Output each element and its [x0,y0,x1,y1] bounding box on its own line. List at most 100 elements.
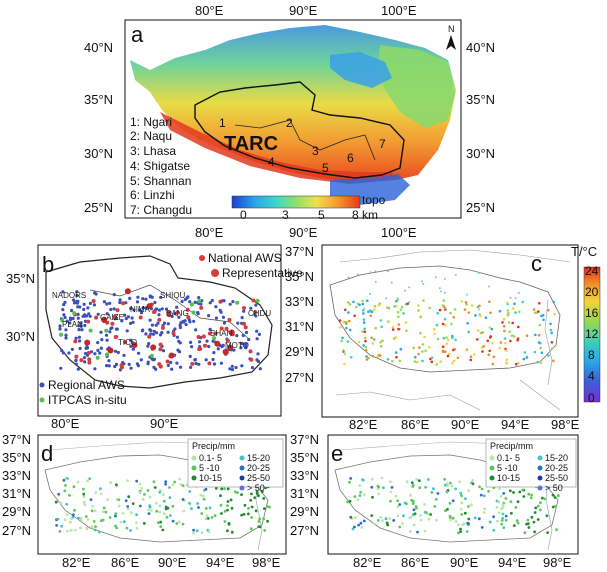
temperature-dot [367,356,371,360]
panel-d-lon-82: 82°E [62,555,91,570]
panel-d-lat-37: 37°N [2,432,31,447]
temperature-dot [395,355,398,359]
precip-dot [514,506,518,509]
precip-dot [119,520,123,524]
precip-dot [240,513,244,517]
national-aws-dot [157,317,162,322]
precip-dot [171,504,175,508]
precip-dot [478,485,481,489]
temperature-dot [456,356,460,360]
temperature-dot [474,314,477,317]
precip-dot [362,519,366,523]
precip-dot [423,503,426,506]
precip-dot [159,520,163,524]
precip-dot [141,497,145,501]
precip-dot [497,500,501,504]
temperature-dot [419,315,422,319]
precip-dot [162,493,165,497]
precip-dot [226,529,229,533]
precip-dot [138,482,142,486]
temperature-dot [463,308,467,311]
panel-b: NADORS SHIQU NIMA GAIZE BANG PLAN CHDU T… [6,244,303,431]
precip-dot [262,517,266,521]
precip-dot [361,478,365,482]
precip-dot [415,478,419,481]
regional-aws-dot [139,358,143,362]
temperature-dot [349,356,353,359]
temperature-dot [435,363,439,366]
regional-aws-dot [147,342,151,346]
legend-marker [239,455,245,461]
precip-dot [129,529,133,532]
precip-dot [257,525,261,528]
precip-dot [117,504,121,508]
precip-dot [488,520,492,524]
precip-dot [426,512,430,516]
plateau-northeast-green [378,45,455,128]
regional-aws-dot [126,315,130,319]
temperature-dot [347,276,350,279]
regional-aws-dot [122,353,126,357]
precip-dot [557,494,560,498]
precip-dot [233,490,237,494]
temperature-dot [478,304,481,308]
temperature-dot [538,323,542,327]
station-plan: PLAN [62,320,83,329]
precip-dot [492,515,495,519]
precip-dot [227,522,231,526]
precip-dot [182,509,186,513]
precip-dot [63,489,67,493]
regional-aws-dot [74,336,78,340]
panel-e-lon-ticks: 82°E 86°E 90°E 94°E 98°E [353,555,572,570]
legend-marker [191,455,197,461]
precip-dot [412,523,416,527]
national-aws-dot [227,317,232,322]
regional-aws-dot [109,307,113,312]
panel-d-precip-dots [54,476,271,535]
precip-dot [497,511,501,515]
temperature-dot [345,322,348,326]
temperature-dot [404,289,407,292]
temperature-dot [353,314,356,318]
temp-tick-12: 12 [585,327,599,341]
regional-aws-dot [64,328,68,332]
station-shiqu: SHIQU [160,291,186,300]
temperature-dot [541,313,545,317]
temperature-dot [504,341,507,345]
precip-dot [188,501,191,505]
precip-dot [138,491,142,494]
temperature-dot [422,282,425,285]
precip-dot [533,530,536,534]
precip-dot [236,491,239,494]
regional-aws-dot [76,312,80,316]
precip-dot [210,516,214,519]
precip-dot [498,487,501,490]
itpcas-dot [104,328,109,333]
regional-aws-dot [148,318,152,322]
precip-dot [93,509,97,513]
precip-dot [55,524,58,527]
temperature-dot [507,321,511,324]
regional-aws-dot [87,312,91,316]
panel-d-lon-98: 98°E [252,555,281,570]
precip-dot [346,500,350,504]
topo-tick-5: 5 [318,208,325,222]
regional-aws-dot [212,362,217,366]
precip-dot [86,518,90,521]
regional-aws-dot [93,367,97,371]
topo-colorbar [231,195,361,209]
north-arrow-icon: N [446,24,456,50]
regional-aws-dot [61,308,65,312]
legend-marker [239,485,245,491]
temperature-dot [488,300,491,304]
temperature-dot [447,352,451,356]
itpcas-dot [189,302,194,307]
regional-aws-dot [222,299,226,303]
precip-dot [206,517,210,520]
precip-dot [164,480,168,483]
temperature-dot [514,362,518,366]
temperature-dot [470,304,474,307]
temperature-dot [365,358,369,361]
precip-dot [500,522,504,526]
temperature-dot [391,328,395,331]
